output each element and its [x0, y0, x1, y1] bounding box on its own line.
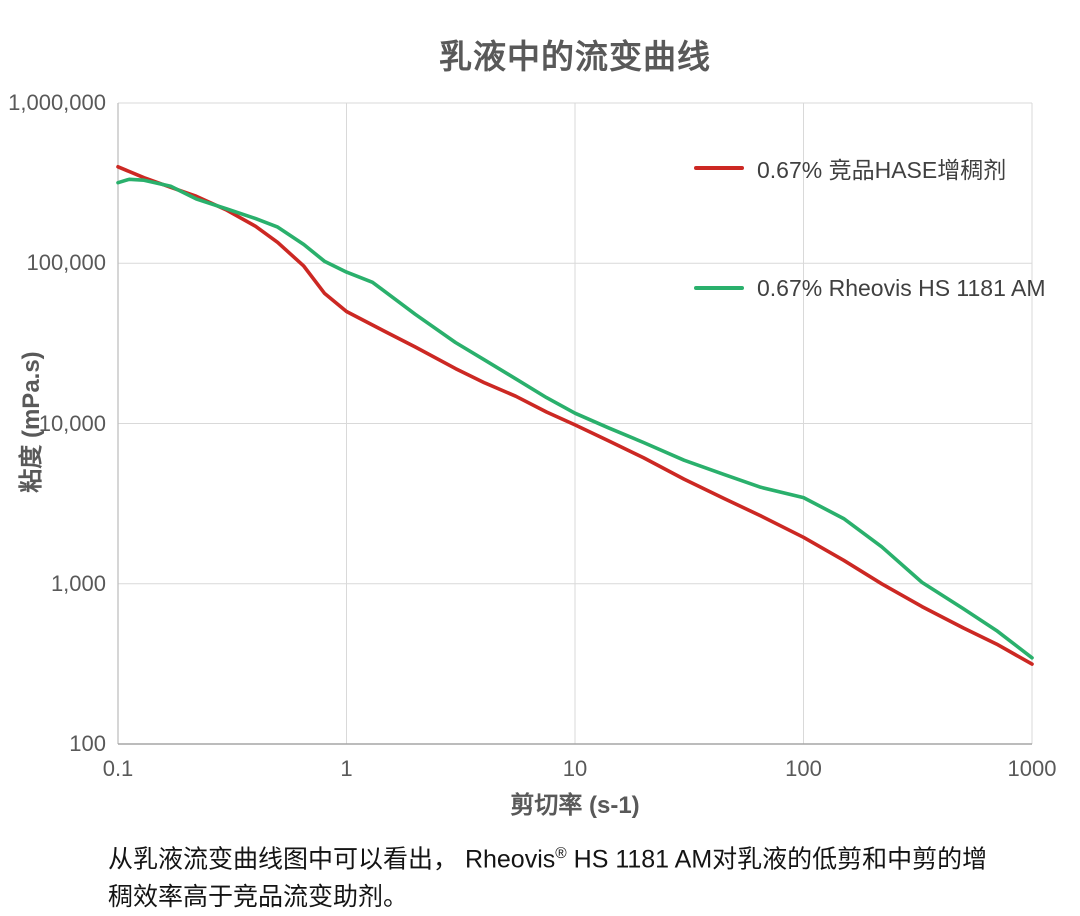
- x-tick-label: 1000: [1007, 756, 1057, 781]
- y-tick-label: 100,000: [26, 250, 106, 276]
- x-tick-label: 100: [785, 756, 822, 781]
- x-tick-label: 1: [340, 756, 353, 781]
- registered-trademark-icon: ®: [555, 845, 567, 862]
- series-line-0: [116, 165, 1034, 666]
- y-tick-label: 10,000: [38, 410, 106, 436]
- caption: 从乳液流变曲线图中可以看出， Rheovis® HS 1181 AM对乳液的低剪…: [108, 835, 1008, 916]
- y-tick-label: 1,000,000: [8, 90, 106, 115]
- y-tick-label: 100: [69, 731, 106, 756]
- legend-label-rheovis: 0.67% Rheovis HS 1181 AM: [757, 274, 1046, 301]
- legend-label-hase: 0.67% 竞品HASE增稠剂: [757, 157, 1007, 183]
- legend-item-rheovis: 0.67% Rheovis HS 1181 AM: [694, 271, 1046, 305]
- series-line-1: [116, 177, 1034, 660]
- caption-text-after: HS 1181 AM对乳液的低剪和中剪的增稠效率高于竞品流变助剂。: [108, 845, 988, 912]
- legend-item-hase: 0.67% 竞品HASE增稠剂: [694, 151, 1006, 185]
- legend-line-red-icon: [694, 166, 744, 170]
- chart-title: 乳液中的流变曲线: [439, 38, 711, 75]
- y-tick-label: 1,000: [50, 570, 106, 596]
- caption-text-before: 从乳液流变曲线图中可以看出， Rheovis: [108, 845, 556, 874]
- plot-area: [116, 102, 1034, 745]
- x-axis-title: 剪切率 (s-1): [510, 792, 640, 819]
- x-tick-label: 0.1: [102, 756, 134, 781]
- x-tick-label: 10: [562, 756, 588, 781]
- legend-line-green-icon: [694, 286, 744, 290]
